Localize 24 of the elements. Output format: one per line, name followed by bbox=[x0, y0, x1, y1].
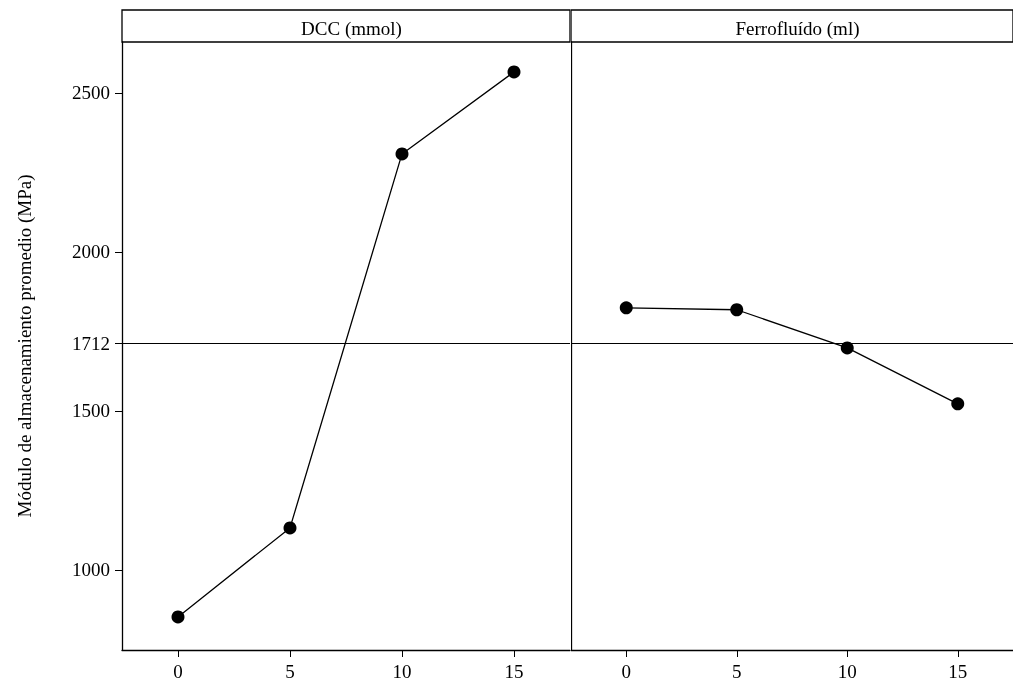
x-tick-label: 5 bbox=[285, 661, 295, 682]
x-tick-label: 10 bbox=[392, 661, 412, 682]
x-tick-label: 10 bbox=[837, 661, 857, 682]
point bbox=[730, 303, 744, 317]
chart-title: DCC (mmol) bbox=[301, 18, 402, 40]
point bbox=[619, 301, 633, 315]
point bbox=[283, 521, 297, 535]
y-tick-label: 1500 bbox=[72, 400, 110, 422]
point bbox=[171, 610, 185, 624]
y-tick-label: 1000 bbox=[72, 559, 110, 581]
x-tick-label: 15 bbox=[948, 661, 968, 682]
y-tick-label: 1712 bbox=[72, 332, 110, 354]
y-tick-label: 2000 bbox=[72, 241, 110, 263]
point bbox=[507, 65, 521, 79]
point bbox=[395, 147, 409, 161]
x-tick-label: 0 bbox=[621, 661, 631, 682]
point bbox=[840, 341, 854, 355]
x-tick-label: 15 bbox=[504, 661, 524, 682]
x-tick-label: 0 bbox=[173, 661, 183, 682]
x-tick-label: 5 bbox=[732, 661, 742, 682]
chart-title: Ferrofluído (ml) bbox=[735, 18, 860, 40]
y-tick-label: 2500 bbox=[72, 82, 110, 104]
point bbox=[951, 397, 965, 411]
y-axis-title: Módulo de almacenamiento promedio (MPa) bbox=[14, 174, 36, 518]
